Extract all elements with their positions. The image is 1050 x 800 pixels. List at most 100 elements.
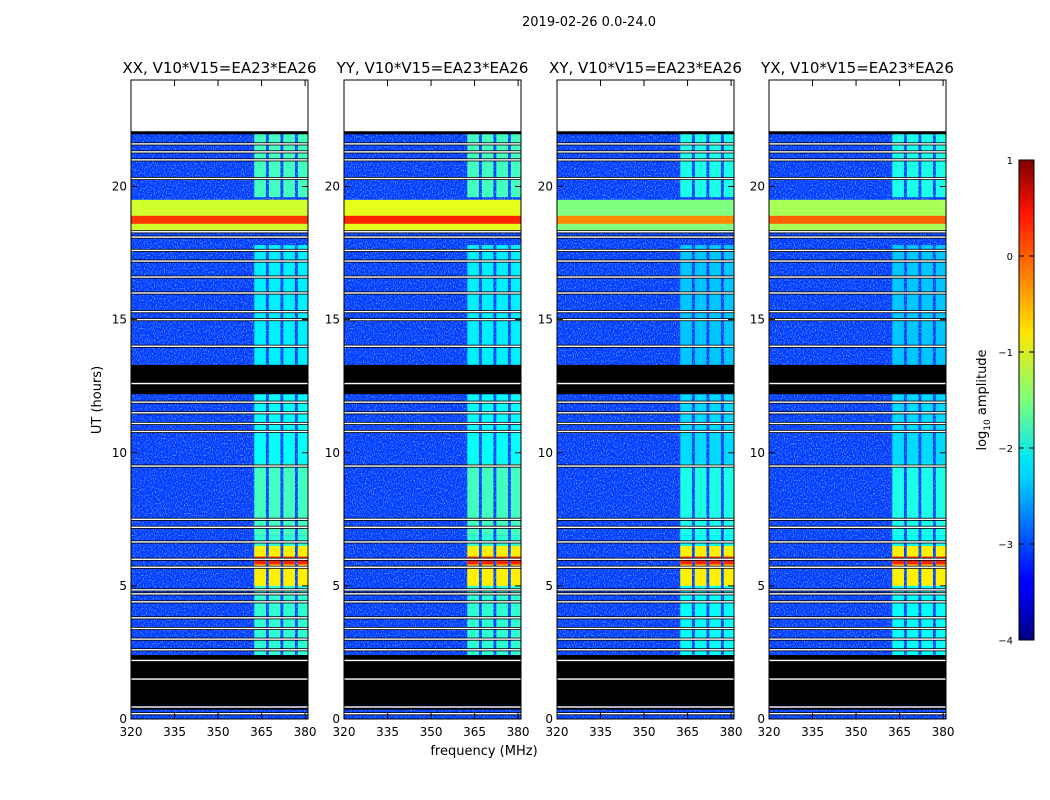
flag-line <box>344 638 521 640</box>
channel-block <box>467 394 479 464</box>
flag-line <box>557 518 734 521</box>
flag-line <box>769 601 946 603</box>
flag-line <box>344 589 521 591</box>
flag-line <box>344 617 521 619</box>
flag-line <box>557 541 734 543</box>
flag-line <box>344 382 521 385</box>
colorbar-tick-label: 1 <box>1007 156 1013 167</box>
channel-block <box>935 463 946 536</box>
flag-line <box>131 430 308 433</box>
flag-line <box>557 260 734 262</box>
channel-block <box>481 133 494 198</box>
spectrogram-panel-4: YX, V10*V15=EA23*EA26 320 335 350 365 380 0 5 10… <box>750 59 955 739</box>
flag-line <box>557 558 734 560</box>
y-tick-label: 5 <box>545 579 553 593</box>
flag-line <box>131 566 308 568</box>
flag-line <box>769 143 946 145</box>
colorbar-tick-label: −1 <box>998 348 1013 359</box>
flag-line <box>769 292 946 294</box>
flag-line <box>344 231 521 233</box>
flag-line <box>131 627 308 630</box>
flag-line <box>344 159 521 161</box>
channel-block <box>297 133 308 198</box>
y-tick-label: 15 <box>325 313 340 327</box>
channel-block <box>297 394 308 464</box>
channel-block <box>921 394 933 464</box>
flag-line <box>131 558 308 560</box>
channel-block <box>723 245 734 365</box>
channel-block <box>935 245 946 365</box>
flag-line <box>131 292 308 294</box>
x-tick-label: 380 <box>720 725 743 739</box>
colorbar-label-log: log <box>975 431 990 451</box>
channel-block <box>680 245 692 365</box>
flag-line <box>131 236 308 238</box>
flag-line <box>769 318 946 321</box>
flag-line <box>557 526 734 528</box>
channel-block <box>723 394 734 464</box>
flag-line <box>769 678 946 680</box>
flag-line <box>131 659 308 662</box>
channel-block <box>694 245 707 365</box>
no-data-white <box>131 80 308 134</box>
y-tick-label: 20 <box>750 180 765 194</box>
x-tick-label: 380 <box>294 725 317 739</box>
colorbar-tick-label: −3 <box>998 540 1013 551</box>
y-tick-label: 5 <box>332 579 340 593</box>
colorbar-tick-label: −4 <box>998 636 1013 647</box>
channel-block <box>467 463 479 536</box>
x-tick-label: 350 <box>633 725 656 739</box>
flag-line <box>769 712 946 715</box>
flag-line <box>344 292 521 294</box>
flag-line <box>769 159 946 161</box>
colorbar-tick-label: 0 <box>1007 252 1013 263</box>
colorbar-tick-label: −2 <box>998 444 1013 455</box>
x-tick-label: 320 <box>120 725 143 739</box>
flag-line <box>557 422 734 425</box>
flag-line <box>557 177 734 180</box>
flag-line <box>557 712 734 715</box>
channel-block <box>892 133 904 198</box>
flag-line <box>769 566 946 568</box>
y-tick-label: 0 <box>757 712 765 726</box>
panel-title: YY, V10*V15=EA23*EA26 <box>336 59 529 77</box>
flag-line <box>769 382 946 385</box>
x-tick-label: 320 <box>333 725 356 739</box>
figure-suptitle: 2019-02-26 0.0-24.0 <box>522 15 656 30</box>
channel-block <box>709 133 721 198</box>
flag-line <box>769 276 946 278</box>
channel-block <box>254 394 266 464</box>
flag-line <box>557 601 734 603</box>
flag-line <box>131 465 308 467</box>
channel-block <box>892 245 904 365</box>
no-data-block <box>131 364 308 395</box>
flag-line <box>769 151 946 153</box>
x-tick-label: 365 <box>463 725 486 739</box>
flag-line <box>557 159 734 161</box>
flag-line <box>557 345 734 347</box>
channel-block <box>510 394 521 464</box>
channel-block <box>496 133 508 198</box>
channel-block <box>906 463 919 536</box>
x-tick-label: 320 <box>546 725 569 739</box>
no-data-white <box>557 80 734 134</box>
y-tick-label: 5 <box>757 579 765 593</box>
panel-frame <box>556 79 735 720</box>
flag-line <box>131 177 308 180</box>
flag-line <box>769 593 946 595</box>
flag-line <box>344 566 521 568</box>
flag-line <box>557 292 734 294</box>
x-tick-label: 335 <box>376 725 399 739</box>
flag-line <box>344 260 521 262</box>
channel-block <box>723 463 734 536</box>
channel-block <box>481 463 494 536</box>
channel-block <box>283 245 295 365</box>
flag-line <box>344 659 521 662</box>
channel-block <box>935 394 946 464</box>
flag-line <box>769 541 946 543</box>
flag-line <box>131 412 308 414</box>
panel-title: YX, V10*V15=EA23*EA26 <box>760 59 954 77</box>
channel-block <box>906 133 919 198</box>
hot-band-core <box>344 215 521 224</box>
channel-block <box>268 245 281 365</box>
